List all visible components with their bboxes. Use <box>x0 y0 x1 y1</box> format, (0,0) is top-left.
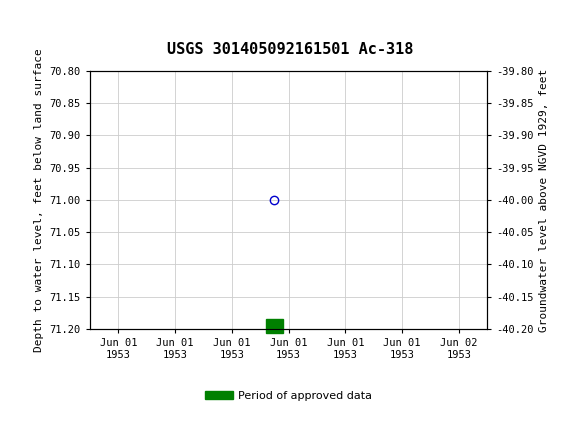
Legend: Period of approved data: Period of approved data <box>201 386 376 405</box>
Y-axis label: Depth to water level, feet below land surface: Depth to water level, feet below land su… <box>34 48 44 352</box>
Text: USGS 301405092161501 Ac-318: USGS 301405092161501 Ac-318 <box>167 42 413 57</box>
Y-axis label: Groundwater level above NGVD 1929, feet: Groundwater level above NGVD 1929, feet <box>539 68 549 332</box>
Text: ≡USGS: ≡USGS <box>9 9 55 24</box>
Bar <box>266 319 283 334</box>
